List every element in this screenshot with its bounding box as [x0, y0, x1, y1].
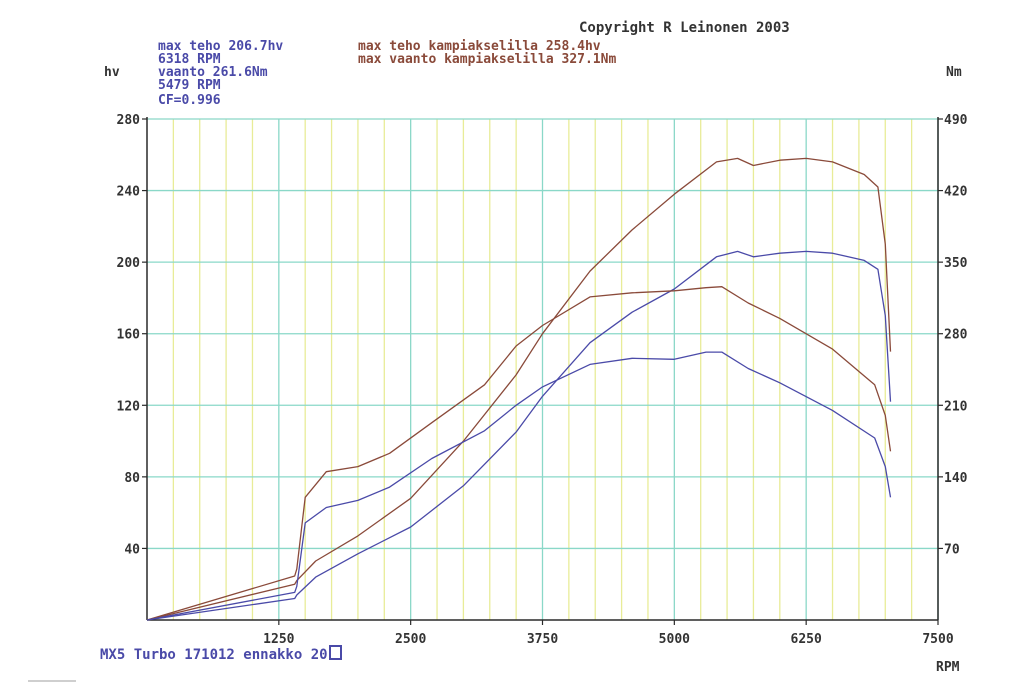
blue-stat-line-2: 6318 RPM — [158, 52, 221, 67]
run-caption-text: MX5 Turbo 171012 ennakko 20 — [100, 647, 328, 663]
x-tick-label: 3750 — [527, 632, 558, 647]
brown-stat-line-2: max vaanto kampiakselilla 327.1Nm — [358, 52, 617, 67]
run-caption: MX5 Turbo 171012 ennakko 20 — [100, 645, 342, 662]
y-right-tick-label: 70 — [944, 542, 960, 557]
brown-stat-line-1: max teho kampiakselilla 258.4hv — [358, 39, 601, 54]
copyright-text: Copyright R Leinonen 2003 — [579, 20, 790, 36]
y-left-tick-label: 200 — [117, 256, 141, 271]
x-tick-label: 2500 — [395, 632, 426, 647]
y-left-tick-label: 280 — [117, 113, 141, 128]
blue-stat-line-3: vaanto 261.6Nm — [158, 65, 268, 80]
y-left-tick-label: 40 — [124, 542, 140, 557]
y-right-tick-label: 140 — [944, 471, 968, 486]
y-right-tick-label: 350 — [944, 256, 968, 271]
x-tick-label: 6250 — [791, 632, 822, 647]
x-tick-label: 5000 — [659, 632, 690, 647]
y-left-tick-label: 240 — [117, 185, 141, 200]
x-tick-label: 1250 — [263, 632, 294, 647]
series-line-power-blue — [146, 250, 892, 621]
blue-stat-line-5: CF=0.996 — [158, 93, 221, 108]
axes — [142, 117, 943, 625]
series — [146, 157, 892, 621]
series-line-torque-brown — [146, 286, 892, 621]
y-left-tick-label: 80 — [124, 471, 140, 486]
y-axis-left-label: hv — [104, 65, 120, 80]
series-line-torque-blue — [146, 351, 892, 621]
y-right-tick-label: 210 — [944, 399, 968, 414]
caption-cursor-icon — [328, 645, 342, 660]
scan-mark — [28, 680, 76, 682]
tick-labels: 40 80 120 160 200 240 280 70 140 210 280 350 420 490 1… — [117, 113, 968, 647]
y-axis-right-label: Nm — [946, 65, 962, 80]
y-left-tick-label: 120 — [117, 399, 141, 414]
grid — [147, 118, 939, 620]
x-axis-label: RPM — [936, 660, 960, 675]
y-right-tick-label: 280 — [944, 328, 968, 343]
y-left-tick-label: 160 — [117, 328, 141, 343]
y-right-tick-label: 420 — [944, 185, 968, 200]
series-line-power-brown — [146, 157, 892, 621]
blue-stat-line-4: 5479 RPM — [158, 78, 221, 93]
y-right-tick-label: 490 — [944, 113, 968, 128]
x-tick-label: 7500 — [922, 632, 953, 647]
blue-stat-line-1: max teho 206.7hv — [158, 39, 284, 54]
